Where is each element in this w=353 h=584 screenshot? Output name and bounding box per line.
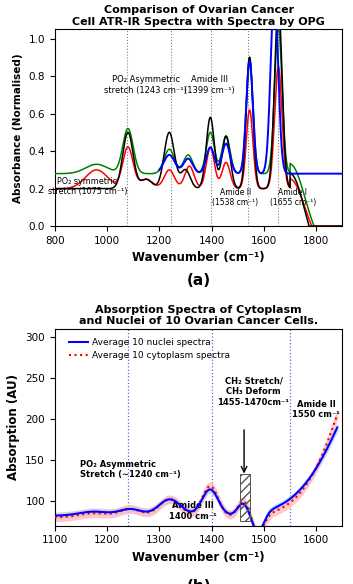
Text: Amide I
(1655 cm⁻¹): Amide I (1655 cm⁻¹) (270, 188, 316, 207)
Text: PO₂ Asymmetric
Stretch (∼1240 cm⁻¹): PO₂ Asymmetric Stretch (∼1240 cm⁻¹) (80, 460, 181, 479)
Text: Amide II
(1538 cm⁻¹): Amide II (1538 cm⁻¹) (212, 188, 258, 207)
Average 10 cytoplasm spectra (327, 434, 331, 441)
Text: CH₂ Stretch/
CH₃ Deform
1455-1470cm⁻¹: CH₂ Stretch/ CH₃ Deform 1455-1470cm⁻¹ (217, 377, 289, 406)
Title: Comparison of Ovarian Cancer
Cell ATR-IR Spectra with Spectra by OPG: Comparison of Ovarian Cancer Cell ATR-IR… (72, 5, 325, 27)
X-axis label: Wavenumber (cm⁻¹): Wavenumber (cm⁻¹) (132, 551, 265, 564)
Text: Amide III
(1399 cm⁻¹): Amide III (1399 cm⁻¹) (184, 75, 234, 95)
X-axis label: Wavenumber (cm⁻¹): Wavenumber (cm⁻¹) (132, 252, 265, 265)
Average 10 nuclei spectra (257, 530, 261, 537)
Text: PO₂ symmetric
stretch (1075 cm⁻¹): PO₂ symmetric stretch (1075 cm⁻¹) (48, 177, 127, 196)
Text: (a): (a) (186, 273, 211, 288)
Y-axis label: Absorbance (Normalised): Absorbance (Normalised) (13, 53, 23, 203)
Legend: Average 10 nuclei spectra, Average 10 cytoplasm spectra: Average 10 nuclei spectra, Average 10 cy… (65, 334, 234, 364)
Average 10 nuclei spectra (53, 512, 57, 519)
Average 10 cytoplasm spectra (327, 434, 331, 442)
Average 10 cytoplasm spectra (67, 513, 71, 520)
Average 10 nuclei spectra (67, 511, 71, 518)
Line: Average 10 nuclei spectra: Average 10 nuclei spectra (55, 427, 337, 534)
Text: (b): (b) (186, 579, 211, 584)
Average 10 cytoplasm spectra (275, 507, 279, 514)
Average 10 nuclei spectra (275, 503, 279, 510)
Average 10 nuclei spectra (183, 505, 187, 512)
Average 10 cytoplasm spectra (257, 530, 261, 537)
Bar (240, 474, 250, 522)
Text: PO₂ Asymmetric
stretch (1243 cm⁻¹): PO₂ Asymmetric stretch (1243 cm⁻¹) (104, 75, 187, 95)
Average 10 cytoplasm spectra (53, 514, 57, 521)
Text: Amide III
1400 cm⁻¹: Amide III 1400 cm⁻¹ (169, 501, 217, 521)
Title: Absorption Spectra of Cytoplasm
and Nuclei of 10 Ovarian Cancer Cells.: Absorption Spectra of Cytoplasm and Nucl… (79, 305, 318, 326)
Average 10 nuclei spectra (327, 442, 331, 449)
Y-axis label: Absorption (AU): Absorption (AU) (7, 374, 20, 480)
Average 10 cytoplasm spectra (335, 411, 339, 418)
Text: Amide II
1550 cm⁻¹: Amide II 1550 cm⁻¹ (292, 399, 340, 419)
Average 10 nuclei spectra (190, 507, 194, 515)
Average 10 nuclei spectra (335, 424, 339, 431)
Average 10 cytoplasm spectra (190, 509, 194, 516)
Line: Average 10 cytoplasm spectra: Average 10 cytoplasm spectra (55, 415, 337, 534)
Average 10 nuclei spectra (327, 441, 331, 448)
Average 10 cytoplasm spectra (183, 506, 187, 513)
